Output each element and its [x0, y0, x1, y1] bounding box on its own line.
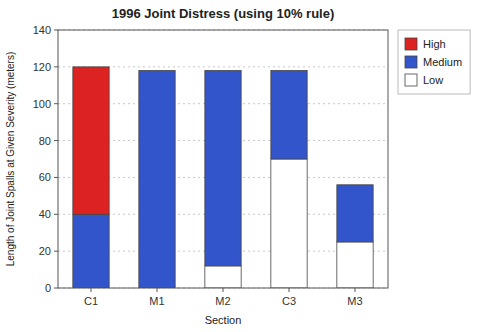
- x-axis-label: Section: [205, 314, 242, 326]
- y-tick-label: 60: [39, 171, 51, 183]
- x-tick: [289, 288, 290, 292]
- x-tick: [91, 288, 92, 292]
- y-tick: [54, 66, 58, 67]
- legend-frame: [398, 30, 470, 94]
- y-tick-label: 140: [33, 24, 51, 36]
- x-tick: [223, 288, 224, 292]
- bar-segment: [337, 185, 373, 242]
- legend: High Medium Low: [398, 30, 470, 94]
- x-tick-label: M1: [149, 295, 164, 307]
- legend-label: Low: [423, 74, 443, 86]
- legend-label: High: [423, 38, 446, 50]
- chart: 0 20 40 60 80 100 120 140 C1 M1 M2 C3 M3 1996 Joint D…: [0, 0, 484, 332]
- bar-segment: [139, 71, 175, 288]
- y-tick: [54, 214, 58, 215]
- bars: [73, 67, 373, 288]
- legend-swatch: [405, 38, 417, 50]
- legend-swatch: [405, 74, 417, 86]
- y-tick: [54, 103, 58, 104]
- x-tick-label: M2: [215, 295, 230, 307]
- x-tick: [157, 288, 158, 292]
- bar-segment: [205, 71, 241, 266]
- y-tick: [54, 177, 58, 178]
- bar-segment: [205, 266, 241, 288]
- y-tick: [54, 140, 58, 141]
- x-tick-label: C3: [282, 295, 296, 307]
- y-tick-label: 40: [39, 208, 51, 220]
- bar-segment: [271, 70, 307, 71]
- bar-segment: [337, 242, 373, 288]
- y-tick-label: 120: [33, 61, 51, 73]
- x-tick-label: C1: [84, 295, 98, 307]
- bar-segment: [205, 70, 241, 71]
- y-tick-label: 0: [45, 282, 51, 294]
- y-axis-label: Length of Joint Spalls at Given Severity…: [5, 52, 16, 267]
- bar-segment: [337, 184, 373, 185]
- y-tick: [54, 251, 58, 252]
- bar-segment: [73, 214, 109, 288]
- x-tick: [355, 288, 356, 292]
- bar-segment: [73, 67, 109, 214]
- y-tick-label: 100: [33, 98, 51, 110]
- y-tick-label: 20: [39, 245, 51, 257]
- bar-segment: [271, 159, 307, 288]
- legend-swatch: [405, 56, 417, 68]
- y-tick: [54, 30, 58, 31]
- x-tick-label: M3: [347, 295, 362, 307]
- bar-segment: [271, 71, 307, 159]
- plot-frame: [58, 30, 388, 288]
- y-tick: [54, 288, 58, 289]
- legend-label: Medium: [423, 56, 462, 68]
- bar-segment: [139, 70, 175, 71]
- y-tick-label: 80: [39, 135, 51, 147]
- title: 1996 Joint Distress (using 10% rule): [112, 6, 335, 21]
